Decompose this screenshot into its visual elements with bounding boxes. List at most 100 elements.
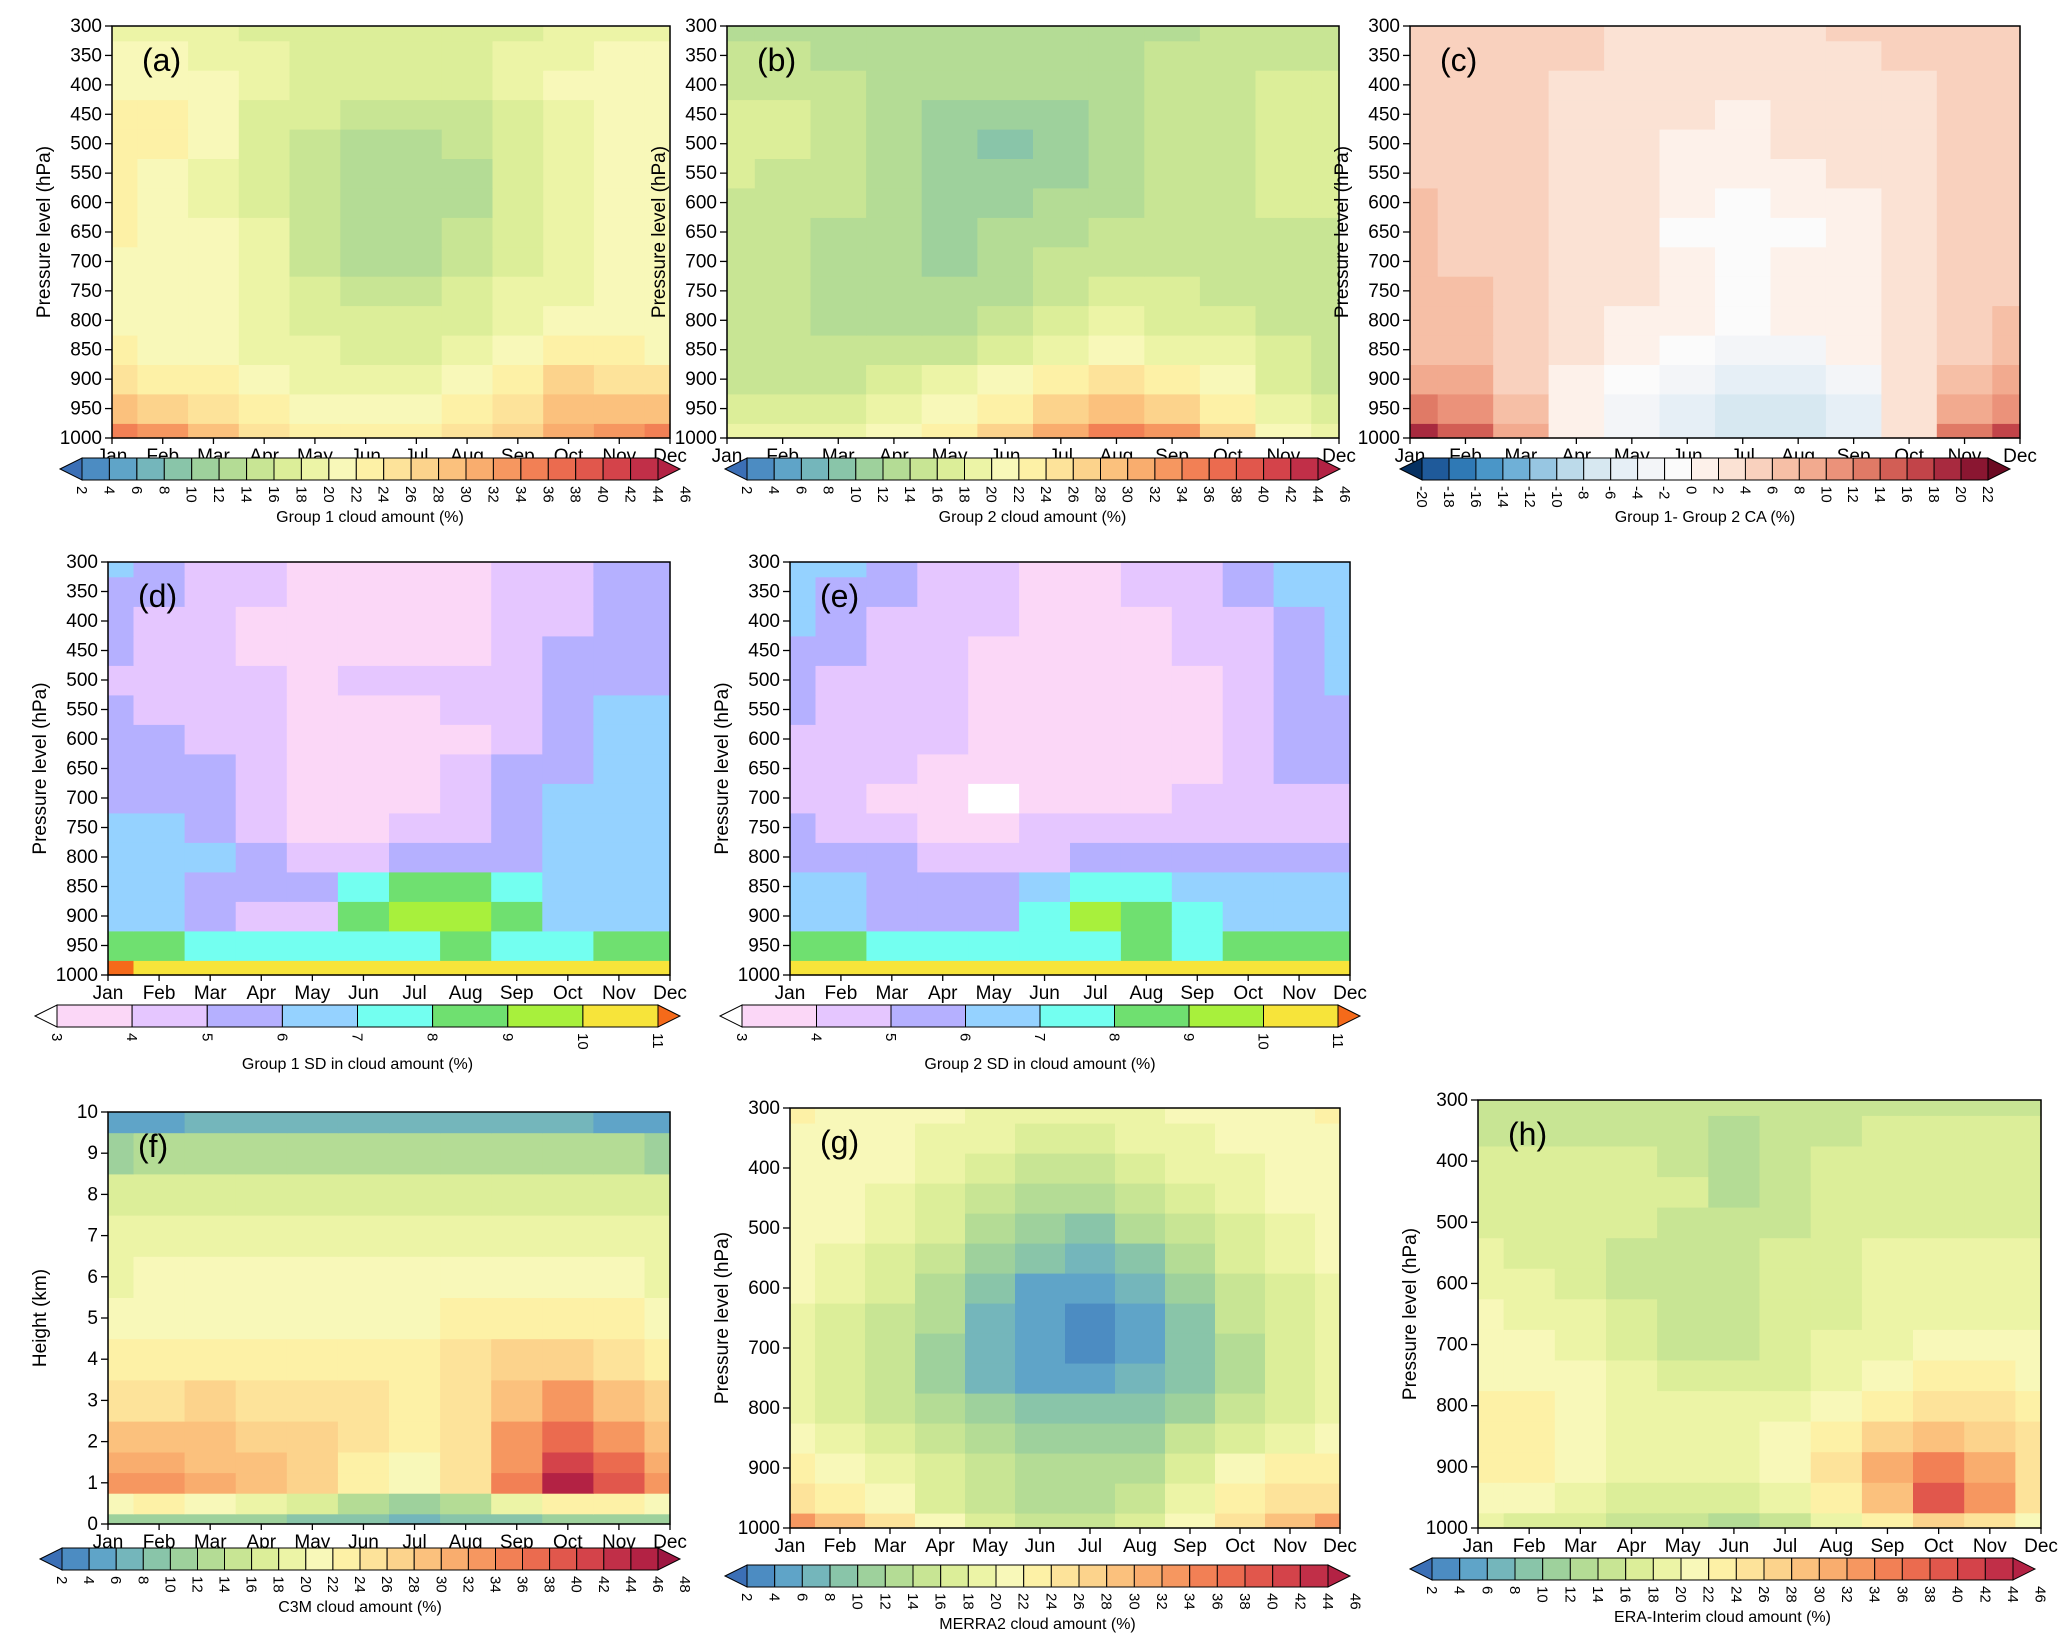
ytick-label-d-12: 400 [66,611,98,632]
cell-a-6-1 [137,246,189,277]
colorbar-c: -20 -18 -16 -14 -12 -10 -8 -6 -4 -2 0 2 4 6 8 10 12 14 16 1… [1398,457,2012,526]
cell-e-13-5 [1019,576,1071,607]
cell-a-5-5 [340,276,392,307]
cell-b-14-6 [1033,26,1090,42]
colorbar-tick-h-21: 44 [2004,1586,2021,1603]
cell-f-0-2 [184,1513,237,1525]
colorbar-box-b-17 [1181,457,1210,481]
cell-e-11-5 [1019,635,1071,666]
cell-g-11-1 [815,1183,866,1214]
cell-h-1-6 [1759,1482,1812,1514]
colorbar-box-b-11 [1018,457,1047,481]
cell-a-11-11 [644,99,671,130]
colorbar-tick-g-12: 26 [1070,1593,1087,1610]
cell-e-1-2 [866,930,918,961]
cell-f-2-3 [235,1472,288,1494]
cell-f-9-4 [286,1215,339,1257]
ytick-label-c-1: 950 [1368,399,1400,420]
ytick-label-a-12: 400 [70,75,102,96]
cell-e-4-11 [1324,842,1351,873]
cell-d-2-11 [644,901,671,932]
ylabel-g: Pressure level (hPa) [712,1232,733,1404]
colorbar-tick-c-6: -8 [1575,486,1592,499]
cell-a-8-5 [340,187,392,218]
cell-e-0-1 [815,960,867,976]
cell-b-11-6 [1033,99,1090,130]
colorbar-box-h-14 [1791,1557,1820,1581]
cell-c-13-5 [1659,40,1716,71]
ytick-label-e-14: 300 [748,552,780,573]
cell-d-1-7 [440,930,492,961]
cell-c-3-7 [1770,335,1827,365]
cell-d-1-9 [542,930,594,961]
cell-g-9-1 [815,1243,866,1274]
cell-e-1-4 [968,930,1020,961]
cell-h-0-2 [1554,1512,1607,1529]
colorbar-tick-b-7: 16 [928,486,945,503]
cell-a-4-2 [188,305,240,336]
ytick-label-e-7: 650 [748,759,780,780]
cell-g-3-4 [965,1423,1016,1454]
cell-f-7-6 [389,1297,441,1340]
cell-a-7-4 [289,217,341,248]
colorbar-tick-h-17: 36 [1893,1586,1910,1603]
colorbar-box-f-3 [115,1547,144,1571]
cell-a-5-6 [391,276,443,307]
cell-f-7-3 [235,1297,288,1340]
colorbar-h: 2 4 6 8 10 12 14 16 18 20 22 24 26 28 30 32 34 36 38 40 42 44… [1408,1557,2049,1626]
colorbar-lowend-f [38,1547,63,1571]
cell-d-13-11 [644,576,671,607]
cell-e-9-7 [1120,694,1173,725]
cell-d-6-3 [235,783,288,814]
cell-a-7-3 [238,217,291,248]
cell-g-5-2 [865,1363,916,1394]
cell-a-2-3 [238,364,291,395]
cell-d-8-11 [644,724,671,755]
colorbar-tick-d-0: 3 [48,1033,65,1041]
cell-b-13-6 [1033,40,1090,71]
cell-b-0-9 [1199,423,1257,439]
colorbar-tick-h-11: 24 [1727,1586,1744,1603]
cell-h-2-9 [1913,1451,1965,1483]
cell-c-12-5 [1659,70,1716,101]
cell-d-14-0 [108,562,135,578]
cell-e-11-0 [790,635,817,666]
ytick-label-b-7: 650 [685,222,717,243]
colorbar-tick-b-21: 44 [1309,486,1326,503]
cell-d-11-9 [542,635,594,666]
cell-c-10-0 [1410,129,1439,159]
plot-frame-h [1477,1099,2042,1529]
cell-h-6-8 [1861,1329,1914,1361]
cell-g-11-9 [1215,1183,1266,1214]
cell-g-1-0 [790,1483,816,1514]
cell-e-0-7 [1120,960,1173,976]
colorbar-tick-g-15: 32 [1153,1593,1170,1610]
cell-c-0-9 [1881,423,1938,439]
cell-b-4-6 [1033,305,1090,336]
colorbar-box-g-12 [1050,1564,1080,1588]
cell-d-14-2 [184,562,237,578]
cell-d-9-4 [286,694,339,725]
cell-h-4-5 [1708,1390,1761,1422]
xtick-label-d-8: Sep [500,983,534,1004]
colorbar-tick-f-18: 38 [541,1576,558,1593]
cell-g-8-9 [1215,1273,1266,1304]
ytick-label-c-3: 850 [1368,340,1400,361]
cell-g-7-1 [815,1303,866,1334]
ytick-label-a-1: 950 [70,399,102,420]
cell-g-4-6 [1065,1393,1116,1424]
cell-c-0-4 [1604,423,1661,439]
cell-h-9-11 [2015,1237,2042,1269]
cell-f-12-3 [235,1112,288,1134]
colorbar-box-a-1 [81,457,110,481]
cell-g-13-9 [1215,1123,1266,1154]
xtick-label-e-6: Jul [1083,983,1107,1004]
cell-g-4-1 [815,1393,866,1424]
cell-e-12-8 [1171,606,1224,637]
cell-a-9-1 [137,158,189,189]
cell-g-9-11 [1315,1243,1341,1274]
cell-e-5-5 [1019,812,1071,843]
cell-f-2-6 [389,1472,441,1494]
cell-g-9-4 [965,1243,1016,1274]
colorbar-box-a-20 [602,457,631,481]
